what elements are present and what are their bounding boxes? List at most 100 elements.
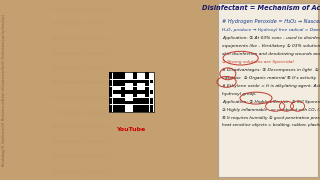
Bar <box>113 108 116 112</box>
Bar <box>146 105 149 108</box>
Text: Microbiology Pharmacy: Microbiology Pharmacy <box>52 110 108 115</box>
Text: Microbiology Pharmacy: Microbiology Pharmacy <box>52 80 108 85</box>
Bar <box>133 105 137 108</box>
Text: Microbiology Pharmacy: Microbiology Pharmacy <box>52 124 108 129</box>
Bar <box>113 80 116 83</box>
Bar <box>133 90 137 94</box>
Bar <box>117 76 121 79</box>
Bar <box>133 101 137 104</box>
Bar <box>113 105 116 108</box>
Text: ③ Strong solutions are Sporicidal: ③ Strong solutions are Sporicidal <box>222 60 294 64</box>
Text: Application: ① Highly effective  ② Kill Spores rapidly: Application: ① Highly effective ② Kill S… <box>222 100 320 104</box>
Bar <box>137 98 141 101</box>
Text: Microbiology Pharmacy: Microbiology Pharmacy <box>52 6 108 12</box>
Bar <box>109 80 112 83</box>
Bar <box>149 105 153 108</box>
Bar <box>121 87 125 90</box>
Bar <box>0 0 219 180</box>
Text: equipments like - Ventilatory ② 03% solution is used for: equipments like - Ventilatory ② 03% solu… <box>222 44 320 48</box>
Bar <box>137 90 141 94</box>
Bar <box>146 72 149 76</box>
Bar <box>113 76 116 79</box>
Bar <box>113 90 116 94</box>
FancyBboxPatch shape <box>218 3 318 177</box>
Bar <box>133 108 137 112</box>
Bar <box>109 76 112 79</box>
Bar <box>141 98 145 101</box>
Bar <box>133 87 137 90</box>
Text: Microbiology Pharmacy: Microbiology Pharmacy <box>52 168 108 174</box>
Bar <box>149 90 153 94</box>
Bar <box>117 101 121 104</box>
Bar <box>117 105 121 108</box>
Bar <box>109 72 112 76</box>
Bar <box>113 72 116 76</box>
Bar <box>113 101 116 104</box>
Bar <box>109 105 112 108</box>
Text: Catalase  ③ Organic material ④ It's activity: Catalase ③ Organic material ④ It's activ… <box>222 76 317 80</box>
Bar <box>146 101 149 104</box>
Bar <box>121 108 125 112</box>
Text: Microbiology 91  Disinfectant 04  Mechanism of Action of Disinfectants Part03  D: Microbiology 91 Disinfectant 04 Mechanis… <box>2 14 6 166</box>
Bar <box>109 94 112 97</box>
Bar <box>133 76 137 79</box>
Bar <box>137 101 141 104</box>
Text: Microbiology Pharmacy: Microbiology Pharmacy <box>52 51 108 56</box>
Bar <box>109 72 154 112</box>
Text: heat sensitive objects = bedding, rubber, plastic, syringe, petridisc: heat sensitive objects = bedding, rubber… <box>222 123 320 127</box>
Bar <box>117 108 121 112</box>
Bar <box>109 90 112 94</box>
Bar <box>109 101 112 104</box>
Bar <box>149 80 153 83</box>
Bar <box>146 108 149 112</box>
Bar <box>137 80 141 83</box>
Bar <box>146 76 149 79</box>
Bar <box>141 105 145 108</box>
Bar <box>121 76 125 79</box>
Bar <box>129 80 133 83</box>
Bar <box>133 98 137 101</box>
Bar <box>121 105 125 108</box>
Bar <box>146 90 149 94</box>
Bar <box>149 98 153 101</box>
Bar <box>117 90 121 94</box>
Text: ④ It requires humidity ⑤ good penetration pressure  ⑥ used for: ④ It requires humidity ⑤ good penetratio… <box>222 116 320 120</box>
Text: H₂O₂ produce → Hydroxyl free radical = Damage protein + DNA: H₂O₂ produce → Hydroxyl free radical = D… <box>222 28 320 32</box>
Bar <box>149 101 153 104</box>
Bar <box>141 108 145 112</box>
Text: Microbiology Pharmacy: Microbiology Pharmacy <box>52 95 108 100</box>
Text: Microbiology Pharmacy: Microbiology Pharmacy <box>52 154 108 159</box>
Text: # Ethylene oxide = It is alkylating agent. Act by alkylating: # Ethylene oxide = It is alkylating agen… <box>222 84 320 88</box>
Bar <box>125 80 129 83</box>
Bar <box>141 90 145 94</box>
Text: skin disinfection and deodorizing wounds and ulcer: skin disinfection and deodorizing wounds… <box>222 52 320 56</box>
Bar <box>137 108 141 112</box>
Bar <box>146 94 149 97</box>
Bar <box>137 105 141 108</box>
Bar <box>149 108 153 112</box>
Bar <box>129 101 133 104</box>
Bar <box>146 80 149 83</box>
Bar <box>121 90 125 94</box>
Text: Microbiology Pharmacy: Microbiology Pharmacy <box>52 36 108 41</box>
Bar <box>121 72 125 76</box>
Bar <box>109 83 112 86</box>
Bar <box>121 83 125 86</box>
Bar <box>109 98 112 101</box>
Bar <box>141 80 145 83</box>
Text: hydroxyl group.: hydroxyl group. <box>222 92 257 96</box>
Bar <box>125 101 129 104</box>
Bar <box>117 80 121 83</box>
Text: YouTube: YouTube <box>116 127 146 132</box>
Bar <box>133 72 137 76</box>
Text: Application: ① At 03% conc - used to disinfect instruments: Application: ① At 03% conc - used to dis… <box>222 36 320 40</box>
Bar <box>121 101 125 104</box>
Text: ③ Highly inflammable - so combined with CO₂ (10%) (12%) (90%): ③ Highly inflammable - so combined with … <box>222 108 320 112</box>
Bar <box>125 90 129 94</box>
Bar <box>121 80 125 83</box>
Bar <box>121 98 125 101</box>
Text: Microbiology Pharmacy: Microbiology Pharmacy <box>52 139 108 144</box>
Bar <box>133 83 137 86</box>
Bar <box>117 83 121 86</box>
Text: Microbiology Pharmacy: Microbiology Pharmacy <box>52 21 108 26</box>
